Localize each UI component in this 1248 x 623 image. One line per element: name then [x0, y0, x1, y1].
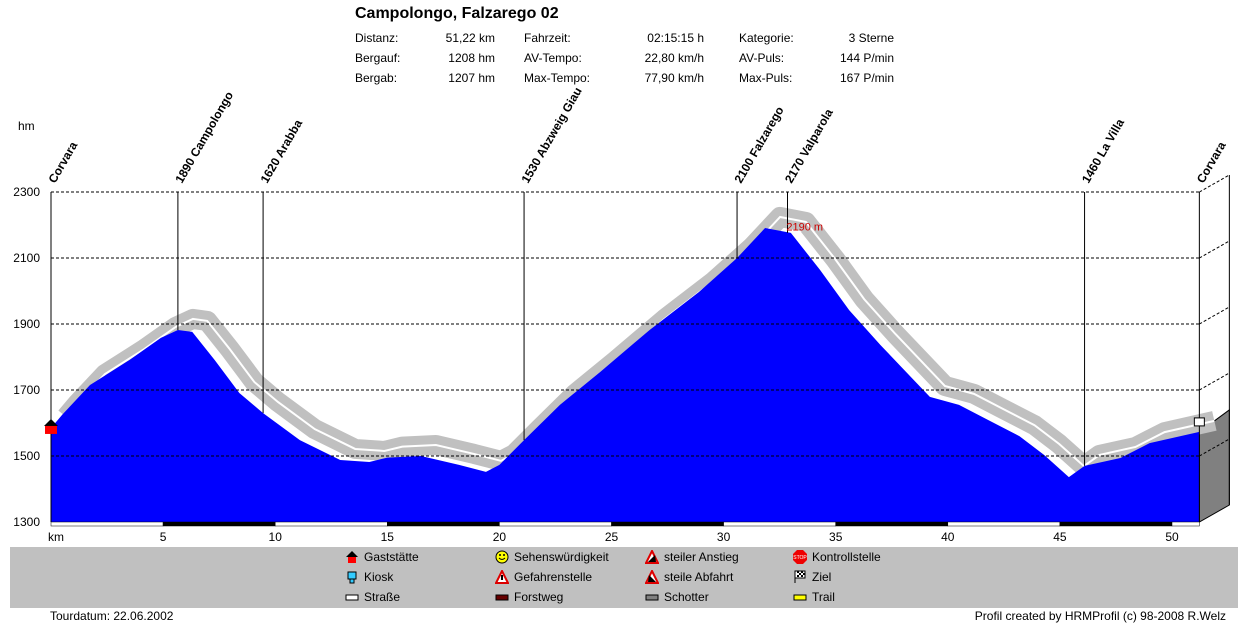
stat-label: AV-Puls: [739, 51, 785, 65]
surface-segment [499, 521, 612, 527]
legend-item: Gefahrenstelle [495, 570, 592, 584]
x-tick-label: 40 [941, 530, 955, 544]
stat-value: 167 P/min [839, 71, 894, 85]
legend-item: Ziel [793, 570, 831, 584]
surface-segment [162, 521, 276, 527]
house-icon-body [45, 425, 57, 434]
finish-flag-icon [794, 570, 806, 583]
legend-item: Gaststätte [345, 550, 419, 564]
y-tick-label: 1700 [13, 383, 40, 397]
stat-value: 3 Sterne [848, 31, 894, 45]
tour-date: Tourdatum: 22.06.2002 [50, 609, 174, 623]
y-axis-label: hm [18, 119, 35, 133]
max-elevation-annotation: 2190 m [786, 221, 823, 233]
stat-label: Kategorie: [739, 31, 794, 45]
legend-item: Forstweg [495, 590, 563, 604]
gridline-depth [1199, 240, 1230, 259]
surface-segment [835, 521, 949, 527]
y-tick-label: 1300 [13, 515, 40, 529]
surface-segment [1171, 521, 1200, 527]
stat-label: Bergab: [355, 71, 398, 85]
finish-flag-icon [1193, 417, 1205, 427]
legend-item: Sehenswürdigkeit [495, 550, 609, 564]
x-tick-label: 30 [717, 530, 731, 544]
y-tick-label: 2100 [13, 251, 40, 265]
surface-segment [274, 521, 388, 527]
y-tick-label: 2300 [13, 185, 40, 199]
legend-item: steiler Anstieg [645, 550, 739, 564]
elevation-chart: 1300 1500 1700 1900 2100 2300 hm km 5 10 15 20 25 30 3… [13, 85, 1230, 544]
credit: Profil created by HRMProfil (c) 98-2008 … [974, 609, 1226, 623]
steep-descent-icon [645, 570, 659, 584]
stat-label: Distanz: [355, 31, 399, 45]
stat-value: 1207 hm [448, 71, 495, 85]
legend-item: Kiosk [345, 570, 393, 584]
stat-value: 22,80 km/h [644, 51, 704, 65]
x-tick-label: 15 [381, 530, 395, 544]
legend-item: Straße [345, 590, 400, 604]
stat-value: 02:15:15 h [647, 31, 704, 45]
x-tick-label: 50 [1165, 530, 1179, 544]
gridline-depth [1199, 438, 1230, 457]
x-tick-label: 25 [605, 530, 619, 544]
house-icon [44, 418, 58, 426]
stat-label: Bergauf: [355, 51, 401, 65]
forest-road-icon [495, 594, 509, 601]
surface-segment [947, 521, 1061, 527]
steep-climb-icon [645, 550, 659, 564]
y-tick-label: 1500 [13, 449, 40, 463]
waypoint-label: 2100 Falzarego [732, 104, 787, 186]
x-tick-label: 45 [1053, 530, 1067, 544]
gridline-depth [1199, 174, 1230, 193]
x-tick-label: 35 [829, 530, 843, 544]
stat-value: 51,22 km [445, 31, 495, 45]
warning-icon [495, 570, 509, 584]
y-tick-label: 1900 [13, 317, 40, 331]
legend-item: steile Abfahrt [645, 570, 733, 584]
surface-segment [1059, 521, 1173, 527]
waypoint-label: 1460 La Villa [1079, 116, 1127, 185]
waypoint-label: 2170 Valparola [782, 106, 836, 186]
page-title: Campolongo, Falzarego 02 [355, 5, 559, 22]
profile-area [51, 227, 1200, 522]
stat-label: Max-Tempo: [524, 71, 591, 85]
x-tick-label: 5 [160, 530, 167, 544]
kiosk-icon [347, 571, 357, 584]
legend-item: STOP Kontrollstelle [793, 550, 881, 564]
x-tick-label: 10 [269, 530, 283, 544]
legend-item: Trail [793, 590, 835, 604]
gridline-depth [1199, 306, 1230, 325]
waypoint-label: 1620 Arabba [258, 117, 306, 186]
stat-label: AV-Tempo: [524, 51, 582, 65]
x-axis-label: km [48, 530, 64, 544]
stat-label: Max-Puls: [739, 71, 793, 85]
legend-item: Schotter [645, 590, 709, 604]
house-icon [346, 551, 358, 563]
waypoint-label: 1530 Abzweig Giau [519, 85, 585, 186]
gridline-depth [1199, 372, 1230, 391]
trail-icon [793, 594, 807, 601]
surface-segment [611, 521, 724, 527]
stat-label: Fahrzeit: [524, 31, 571, 45]
waypoint-label: 1890 Campolongo [172, 89, 236, 186]
svg-text:STOP: STOP [793, 555, 807, 561]
surface-segment [50, 521, 164, 527]
surface-segment [723, 521, 836, 527]
stat-value: 144 P/min [839, 51, 894, 65]
x-tick-label: 20 [493, 530, 507, 544]
stat-value: 77,90 km/h [644, 71, 704, 85]
road-icon [345, 594, 359, 601]
surface-segment [387, 521, 500, 527]
stop-icon: STOP [793, 550, 807, 564]
stat-value: 1208 hm [448, 51, 495, 65]
waypoint-label: Corvara [45, 139, 80, 186]
gravel-icon [645, 594, 659, 601]
legend: Gaststätte Kiosk Straße Sehenswürdigkeit… [10, 547, 1238, 608]
smiley-icon [495, 550, 509, 564]
